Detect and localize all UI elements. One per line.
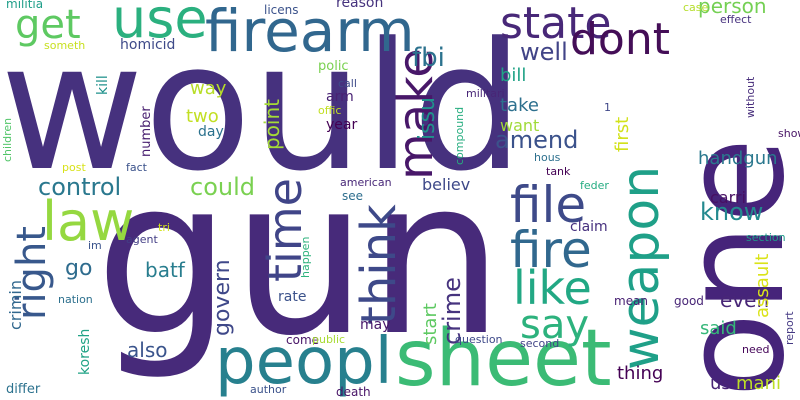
word-would: would xyxy=(0,5,524,210)
word-militia: militia xyxy=(6,0,44,11)
word-question: question xyxy=(455,333,503,346)
word-start: start xyxy=(420,303,441,345)
word-differ: differ xyxy=(6,382,41,397)
word-assault: assault xyxy=(752,253,773,318)
word-kill: kill xyxy=(95,75,111,95)
word-state: state xyxy=(500,0,612,49)
word-control: control xyxy=(38,173,122,201)
word-reason: reason xyxy=(336,0,384,11)
word-firearm: firearm xyxy=(205,0,415,65)
word-crimin: crimin xyxy=(6,280,25,330)
word-without: without xyxy=(744,76,757,118)
word-homicid: homicid xyxy=(120,37,176,53)
word-may: may xyxy=(360,317,391,333)
word-fbi: fbi xyxy=(412,43,445,73)
word-also: also xyxy=(127,338,168,362)
word-law: law xyxy=(42,190,135,253)
word-get: get xyxy=(15,2,81,48)
word-first: first xyxy=(612,116,633,152)
word-claim: claim xyxy=(570,219,608,235)
word-could: could xyxy=(190,173,255,201)
word-file: file xyxy=(510,176,587,234)
word-death: death xyxy=(336,385,371,399)
word-batf: batf xyxy=(145,258,185,282)
word-see: see xyxy=(342,189,364,203)
word-say: say xyxy=(520,302,590,348)
word-us: us xyxy=(710,373,731,394)
word-carri: carri xyxy=(710,188,746,207)
word-koresh: koresh xyxy=(77,328,93,375)
word-good: good xyxy=(674,294,704,308)
word-day: day xyxy=(198,124,224,140)
word-happen: happen xyxy=(299,236,312,278)
word-fire: fire xyxy=(510,221,592,279)
word-compound: compound xyxy=(453,106,466,165)
word-call: call xyxy=(338,77,357,90)
word-gun: gun xyxy=(95,132,505,383)
word-person: person xyxy=(698,0,767,18)
word-licens: licens xyxy=(264,3,299,17)
word-public: public xyxy=(312,333,346,346)
word-rate: rate xyxy=(278,289,307,305)
word-thing: thing xyxy=(617,363,664,384)
word-nation: nation xyxy=(58,293,93,306)
word-think: think xyxy=(351,204,407,325)
word-handgun: handgun xyxy=(698,148,778,169)
word-effect: effect xyxy=(720,13,752,26)
word-take: take xyxy=(500,95,539,116)
word-govern: govern xyxy=(210,259,235,336)
word-year: year xyxy=(326,117,358,133)
word-believ: believ xyxy=(422,175,471,194)
word-want: want xyxy=(500,116,540,135)
word-even: even xyxy=(720,288,770,312)
word-offic: offic xyxy=(318,104,342,117)
word-way: way xyxy=(190,78,227,99)
word-two: two xyxy=(186,106,219,127)
word-hous: hous xyxy=(534,151,561,164)
word-someth: someth xyxy=(44,39,86,52)
word-need: need xyxy=(742,343,770,356)
word-american: american xyxy=(340,176,392,189)
word-go: go xyxy=(65,256,93,281)
word-section: section xyxy=(746,231,786,244)
word-issu: issu xyxy=(415,97,440,140)
word-case: case xyxy=(683,1,709,14)
word-report: report xyxy=(783,311,796,345)
word-1: 1 xyxy=(604,101,611,114)
word-im: im xyxy=(88,239,102,252)
word-tri: tri xyxy=(158,221,170,234)
word-children: children xyxy=(1,117,14,162)
word-number: number xyxy=(139,106,154,157)
word-amend: amend xyxy=(495,126,579,154)
word-show: show xyxy=(778,127,800,140)
word-feder: feder xyxy=(580,179,609,192)
word-come: come xyxy=(286,333,320,347)
word-well: well xyxy=(520,38,568,66)
word-said: said xyxy=(700,318,737,339)
word-post: post xyxy=(62,161,86,174)
word-know: know xyxy=(700,198,764,226)
word-arm: arm xyxy=(326,89,354,105)
word-tank: tank xyxy=(546,165,571,178)
word-mean: mean xyxy=(614,294,649,308)
word-use: use xyxy=(112,0,208,50)
word-dont: dont xyxy=(570,14,670,65)
word-peopl: peopl xyxy=(215,325,393,399)
word-author: author xyxy=(250,383,287,396)
word-militari: militari xyxy=(466,87,505,100)
word-bill: bill xyxy=(500,65,527,86)
word-one: one xyxy=(653,137,800,398)
word-weapon: weapon xyxy=(611,165,671,370)
word-second: second xyxy=(520,337,560,350)
word-sheet: sheet xyxy=(395,314,612,400)
word-point: point xyxy=(260,98,284,150)
word-mani: mani xyxy=(736,373,781,394)
word-like: like xyxy=(513,261,592,315)
word-fact: fact xyxy=(126,161,147,174)
word-agent: agent xyxy=(126,233,158,246)
word-polic: polic xyxy=(318,59,349,74)
